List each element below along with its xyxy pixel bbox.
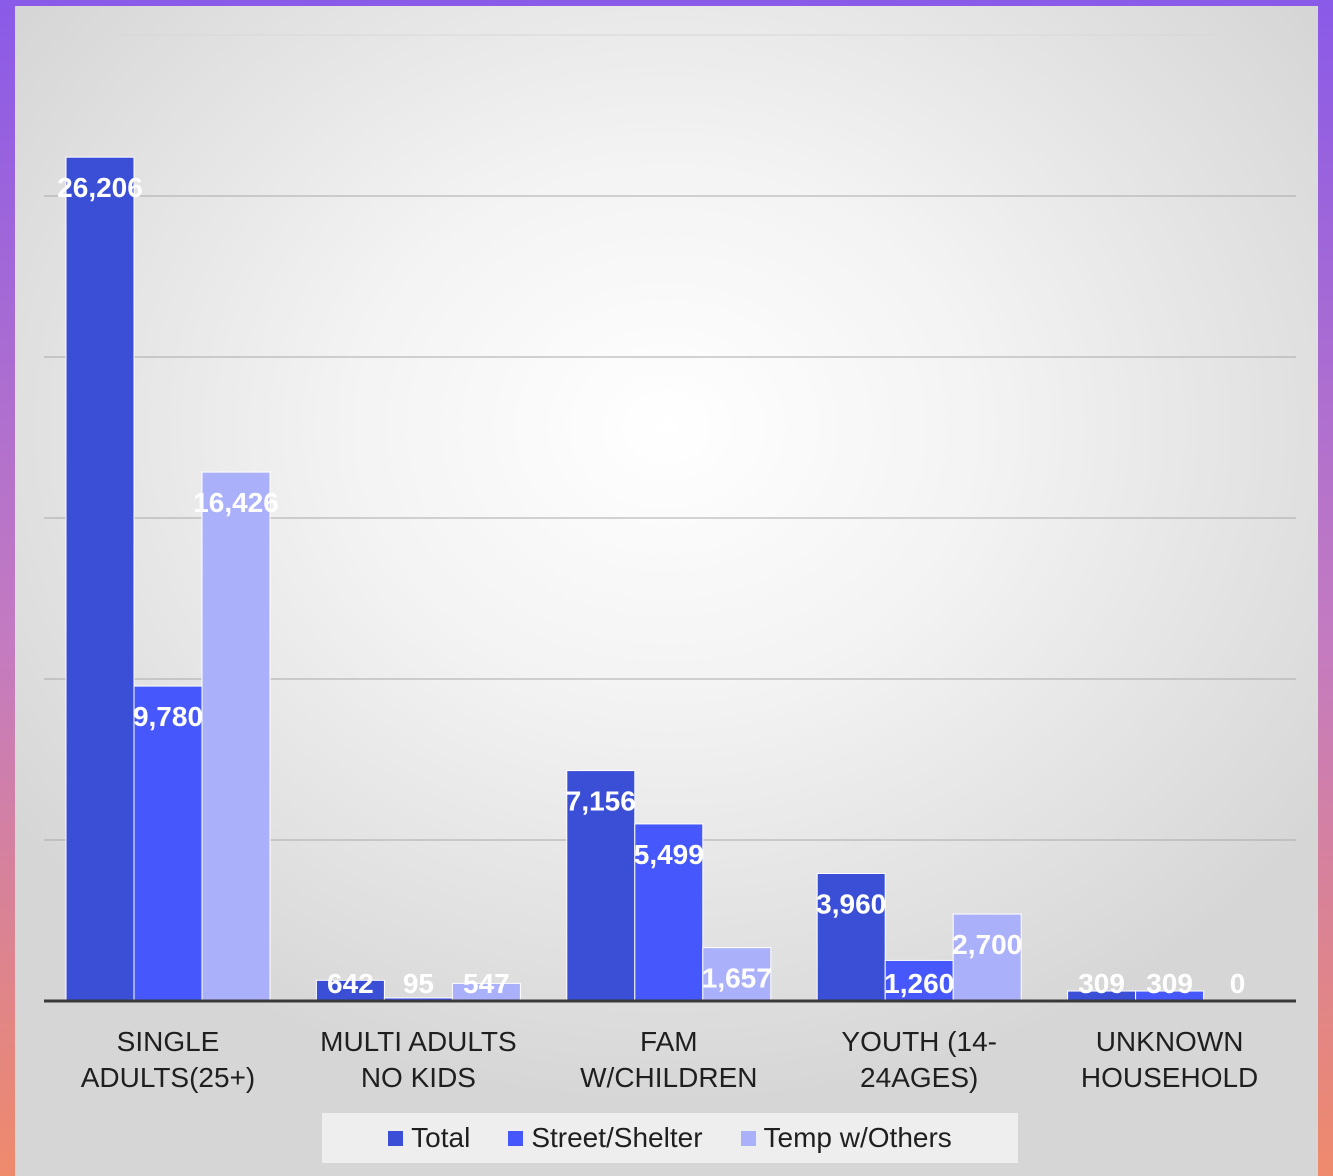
- bar-total: [65, 156, 135, 1002]
- bar-chart: 26,206 642 7,156 3,960 309 9,780 95 5,499 1,260 3…: [44, 34, 1296, 1093]
- bar-street-shelter: [133, 685, 203, 1002]
- category-label: UNKNOWN: [1096, 1026, 1244, 1057]
- bar-temp-w-others: [952, 913, 1022, 1002]
- legend-item-temp-w-others[interactable]: Temp w/Others: [740, 1122, 952, 1154]
- legend-swatch-street-shelter: [508, 1130, 524, 1146]
- legend-label-street-shelter: Street/Shelter: [531, 1122, 703, 1153]
- data-label: 95: [403, 968, 434, 999]
- data-label: 547: [463, 968, 510, 999]
- category-label: ADULTS(25+): [81, 1062, 256, 1093]
- data-label: 9,780: [133, 701, 203, 732]
- category-label: FAM: [640, 1026, 698, 1057]
- data-label: 642: [327, 968, 374, 999]
- legend-swatch-total: [388, 1130, 404, 1146]
- legend-label-total: Total: [411, 1122, 471, 1153]
- data-label: 309: [1146, 968, 1193, 999]
- data-label: 3,960: [816, 888, 886, 919]
- legend-label-temp-w-others: Temp w/Others: [763, 1122, 952, 1153]
- data-labels: 26,206 642 7,156 3,960 309 9,780 95 5,499 1,260 3…: [57, 172, 1245, 999]
- category-labels: SINGLE ADULTS(25+) MULTI ADULTS NO KIDS FAM W…: [81, 1026, 1259, 1093]
- category-label: YOUTH (14-: [841, 1026, 997, 1057]
- category-label: SINGLE: [117, 1026, 220, 1057]
- data-label: 309: [1078, 968, 1125, 999]
- legend: Total Street/Shelter Temp w/Others: [322, 1113, 1018, 1163]
- category-label: HOUSEHOLD: [1081, 1062, 1258, 1093]
- data-label: 2,700: [952, 929, 1022, 960]
- data-label: 1,657: [702, 963, 772, 994]
- legend-item-street-shelter[interactable]: Street/Shelter: [508, 1122, 703, 1154]
- category-label: MULTI ADULTS: [320, 1026, 517, 1057]
- data-label: 5,499: [634, 839, 704, 870]
- data-label: 16,426: [193, 487, 279, 518]
- data-label: 1,260: [884, 968, 954, 999]
- legend-swatch-temp-w-others: [740, 1130, 756, 1146]
- category-label: NO KIDS: [361, 1062, 476, 1093]
- legend-item-total[interactable]: Total: [388, 1122, 470, 1154]
- chart-panel: 26,206 642 7,156 3,960 309 9,780 95 5,499 1,260 3…: [15, 6, 1318, 1176]
- data-label: 0: [1230, 968, 1246, 999]
- bar-street-shelter: [634, 823, 704, 1002]
- bars: [65, 156, 1205, 1002]
- bar-temp-w-others: [702, 947, 772, 1002]
- bar-temp-w-others: [201, 471, 271, 1002]
- data-label: 26,206: [57, 172, 143, 203]
- category-label: W/CHILDREN: [580, 1062, 757, 1093]
- data-label: 7,156: [566, 786, 636, 817]
- category-label: 24AGES): [860, 1062, 978, 1093]
